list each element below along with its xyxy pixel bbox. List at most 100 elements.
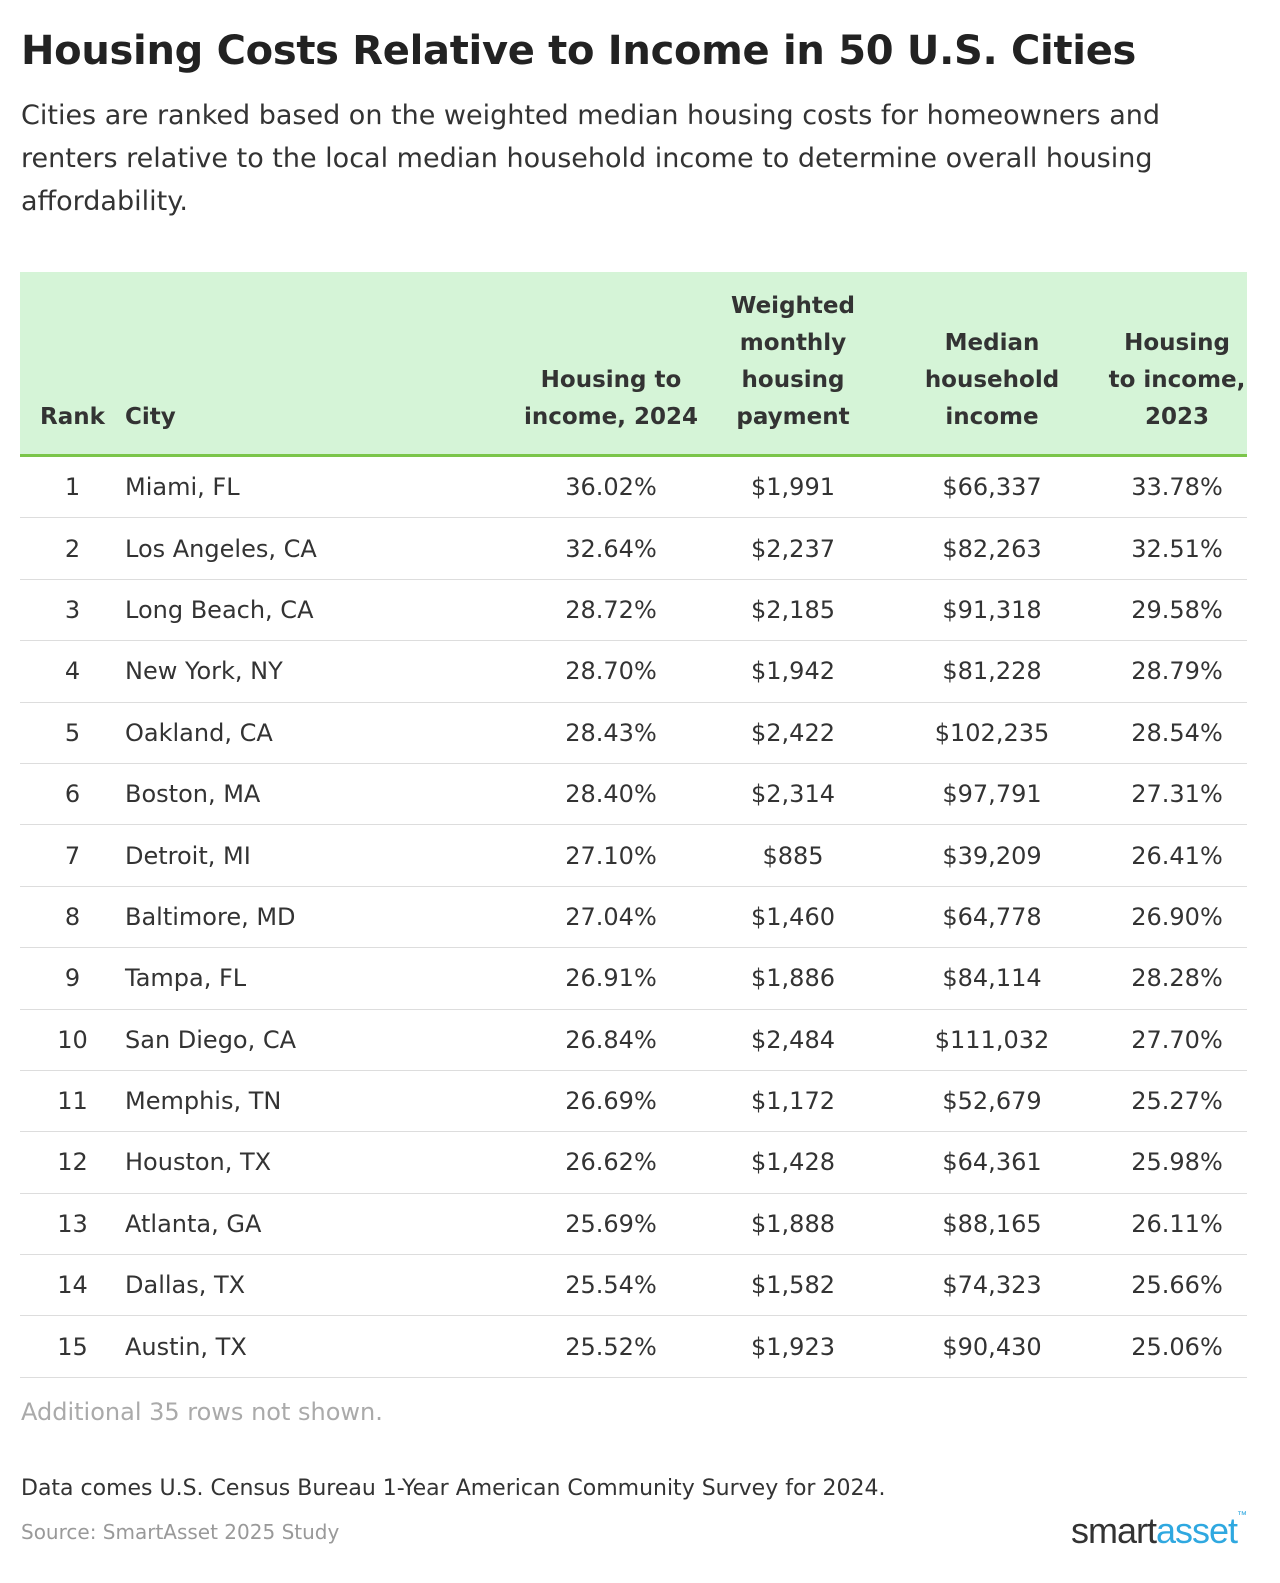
table-cell: 27.70% xyxy=(1107,1009,1247,1071)
table-cell: 11 xyxy=(20,1070,125,1133)
table-cell: $84,114 xyxy=(877,947,1107,1010)
table-cell: $66,337 xyxy=(877,455,1107,519)
table-cell: $74,323 xyxy=(877,1254,1107,1317)
table-cell: $1,428 xyxy=(709,1131,877,1194)
table-cell: 14 xyxy=(20,1254,125,1317)
table-cell: $1,886 xyxy=(709,947,877,1010)
data-table: Rank City Housing to income, 2024 Weighted … xyxy=(20,272,1247,1378)
table-cell: 28.43% xyxy=(513,702,709,764)
table-cell: San Diego, CA xyxy=(125,1009,513,1071)
table-row: 14 Dallas, TX 25.54% $1,582 $74,323 25.66% xyxy=(20,1254,1247,1317)
table-cell: Miami, FL xyxy=(125,455,513,519)
table-cell: Austin, TX xyxy=(125,1315,513,1378)
table-cell: 27.04% xyxy=(513,886,709,949)
table-cell: 5 xyxy=(20,702,125,764)
table-cell: 9 xyxy=(20,947,125,1010)
table-row: 8 Baltimore, MD 27.04% $1,460 $64,778 26.90% xyxy=(20,886,1247,949)
table-header-row: Rank City Housing to income, 2024 Weighted … xyxy=(20,272,1247,457)
table-cell: $64,361 xyxy=(877,1131,1107,1194)
table-cell: $111,032 xyxy=(877,1009,1107,1071)
table-cell: 26.62% xyxy=(513,1131,709,1194)
table-cell: 26.69% xyxy=(513,1070,709,1133)
table-row: 4 New York, NY 28.70% $1,942 $81,228 28.79% xyxy=(20,640,1247,703)
table-cell: New York, NY xyxy=(125,640,513,703)
table-cell: 32.51% xyxy=(1107,517,1247,580)
column-header[interactable]: Rank xyxy=(20,272,125,457)
table-cell: $1,172 xyxy=(709,1070,877,1133)
table-cell: Baltimore, MD xyxy=(125,886,513,949)
table-cell: $64,778 xyxy=(877,886,1107,949)
table-cell: 36.02% xyxy=(513,455,709,519)
smartasset-logo: smartasset™ xyxy=(1070,1510,1247,1552)
table-cell: Long Beach, CA xyxy=(125,579,513,642)
table-cell: $885 xyxy=(709,824,877,887)
table-cell: $1,942 xyxy=(709,640,877,703)
table-cell: $1,923 xyxy=(709,1315,877,1378)
table-row: 1 Miami, FL 36.02% $1,991 $66,337 33.78% xyxy=(20,455,1247,519)
column-header[interactable]: City xyxy=(125,272,513,457)
table-cell: 26.11% xyxy=(1107,1193,1247,1256)
table-cell: 12 xyxy=(20,1131,125,1194)
table-cell: 29.58% xyxy=(1107,579,1247,642)
table-row: 2 Los Angeles, CA 32.64% $2,237 $82,263 32.51… xyxy=(20,517,1247,580)
table-cell: 25.27% xyxy=(1107,1070,1247,1133)
table-cell: $1,991 xyxy=(709,455,877,519)
table-cell: 25.52% xyxy=(513,1315,709,1378)
chart-title: Housing Costs Relative to Income in 50 U… xyxy=(21,28,1137,74)
table-cell: 26.90% xyxy=(1107,886,1247,949)
table-cell: $90,430 xyxy=(877,1315,1107,1378)
column-header[interactable]: Housing to income, 2024 xyxy=(513,272,709,457)
table-cell: Dallas, TX xyxy=(125,1254,513,1317)
table-cell: $52,679 xyxy=(877,1070,1107,1133)
rows-not-shown-note: Additional 35 rows not shown. xyxy=(21,1398,383,1426)
table-cell: 27.31% xyxy=(1107,763,1247,826)
column-header[interactable]: Housing to income, 2023 xyxy=(1107,272,1247,457)
table-cell: $1,582 xyxy=(709,1254,877,1317)
table-cell: 25.66% xyxy=(1107,1254,1247,1317)
column-header[interactable]: Median household income xyxy=(877,272,1107,457)
table-cell: 33.78% xyxy=(1107,455,1247,519)
table-cell: $2,484 xyxy=(709,1009,877,1071)
table-cell: 28.28% xyxy=(1107,947,1247,1010)
table-cell: 28.54% xyxy=(1107,702,1247,764)
table-cell: 13 xyxy=(20,1193,125,1256)
logo-smart: smart xyxy=(1070,1510,1157,1551)
table-cell: 15 xyxy=(20,1315,125,1378)
chart-subtitle: Cities are ranked based on the weighted … xyxy=(21,100,1160,217)
logo-tm: ™ xyxy=(1237,1510,1247,1521)
table-cell: Atlanta, GA xyxy=(125,1193,513,1256)
table-cell: $88,165 xyxy=(877,1193,1107,1256)
table-row: 10 San Diego, CA 26.84% $2,484 $111,032 27.70… xyxy=(20,1009,1247,1071)
table-row: 15 Austin, TX 25.52% $1,923 $90,430 25.06% xyxy=(20,1315,1247,1378)
table-cell: $102,235 xyxy=(877,702,1107,764)
table-cell: $2,237 xyxy=(709,517,877,580)
table-cell: 27.10% xyxy=(513,824,709,887)
table-cell: 28.79% xyxy=(1107,640,1247,703)
table-cell: Oakland, CA xyxy=(125,702,513,764)
table-row: 13 Atlanta, GA 25.69% $1,888 $88,165 26.11% xyxy=(20,1193,1247,1256)
table-cell: Memphis, TN xyxy=(125,1070,513,1133)
logo-asset: asset xyxy=(1155,1510,1238,1551)
table-cell: 25.69% xyxy=(513,1193,709,1256)
table-cell: $82,263 xyxy=(877,517,1107,580)
table-cell: 28.72% xyxy=(513,579,709,642)
table-cell: Los Angeles, CA xyxy=(125,517,513,580)
table-row: 12 Houston, TX 26.62% $1,428 $64,361 25.98% xyxy=(20,1131,1247,1194)
table-cell: Detroit, MI xyxy=(125,824,513,887)
table-cell: Houston, TX xyxy=(125,1131,513,1194)
table-row: 11 Memphis, TN 26.69% $1,172 $52,679 25.27% xyxy=(20,1070,1247,1133)
table-cell: 7 xyxy=(20,824,125,887)
table-cell: 25.54% xyxy=(513,1254,709,1317)
table-cell: $39,209 xyxy=(877,824,1107,887)
table-cell: 28.40% xyxy=(513,763,709,826)
table-cell: $97,791 xyxy=(877,763,1107,826)
table-cell: $1,888 xyxy=(709,1193,877,1256)
table-cell: 26.84% xyxy=(513,1009,709,1071)
table-row: 3 Long Beach, CA 28.72% $2,185 $91,318 29.58% xyxy=(20,579,1247,642)
column-header[interactable]: Weighted monthly housing payment xyxy=(709,272,877,457)
table-cell: $81,228 xyxy=(877,640,1107,703)
table-cell: 26.91% xyxy=(513,947,709,1010)
table-cell: Boston, MA xyxy=(125,763,513,826)
data-notes: Data comes U.S. Census Bureau 1-Year Ame… xyxy=(21,1476,886,1501)
table-cell: $91,318 xyxy=(877,579,1107,642)
